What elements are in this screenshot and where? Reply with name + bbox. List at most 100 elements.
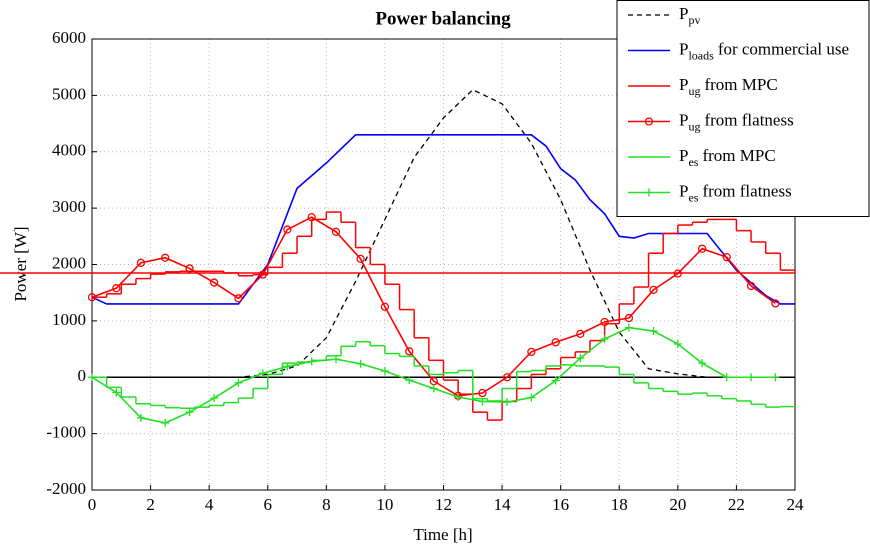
- marker: [551, 338, 560, 347]
- legend-subscript: ug: [688, 84, 700, 98]
- marker: [405, 376, 414, 385]
- y-tick-label: 6000: [52, 28, 86, 47]
- step-riser: [105, 341, 782, 409]
- marker: [771, 373, 780, 382]
- marker: [356, 254, 365, 264]
- legend-marker: [645, 188, 653, 197]
- marker: [576, 329, 585, 338]
- legend-subscript: es: [688, 155, 698, 169]
- y-tick-label: 4000: [52, 141, 86, 160]
- marker: [454, 392, 463, 401]
- y-tick-label: 5000: [52, 84, 86, 103]
- legend-label: Pug from flatness: [679, 110, 794, 133]
- marker: [673, 339, 682, 348]
- marker: [185, 264, 194, 273]
- legend-subscript: pv: [688, 13, 700, 27]
- series-line: [91, 326, 776, 424]
- marker: [649, 327, 658, 336]
- marker: [722, 373, 731, 382]
- legend-marker: [644, 117, 654, 126]
- marker: [771, 299, 780, 308]
- marker: [478, 397, 487, 406]
- marker: [478, 388, 487, 398]
- marker: [527, 393, 536, 402]
- marker: [136, 258, 146, 267]
- x-tick-label: 8: [322, 495, 331, 514]
- marker: [332, 355, 340, 364]
- x-tick-label: 10: [376, 495, 393, 514]
- legend-name: P: [679, 181, 688, 200]
- x-tick-label: 20: [669, 495, 686, 514]
- legend-name: P: [679, 75, 688, 94]
- marker: [527, 347, 536, 357]
- marker: [380, 367, 389, 376]
- marker: [600, 317, 609, 327]
- y-axis-label: Power [W]: [11, 226, 30, 301]
- legend-rest: from flatness: [704, 110, 793, 129]
- marker: [624, 313, 634, 323]
- marker: [503, 398, 512, 407]
- chart-title: Power balancing: [375, 8, 511, 29]
- marker: [210, 394, 219, 403]
- marker: [112, 284, 121, 293]
- marker: [87, 293, 97, 302]
- marker: [746, 281, 756, 291]
- legend-box: [616, 0, 870, 217]
- legend-name: P: [679, 110, 688, 129]
- legend-rest: from MPC: [702, 146, 775, 165]
- legend-name: P: [679, 146, 688, 165]
- x-tick-label: 0: [88, 495, 97, 514]
- marker: [649, 285, 658, 295]
- marker: [673, 269, 682, 278]
- y-tick-label: -1000: [46, 423, 86, 442]
- legend-name: P: [679, 4, 688, 23]
- x-tick-label: 2: [146, 495, 155, 514]
- x-tick-label: 14: [494, 495, 512, 514]
- x-tick-label: 22: [728, 495, 745, 514]
- marker: [331, 227, 341, 236]
- marker: [185, 408, 194, 417]
- legend-label: Pug from MPC: [679, 75, 778, 98]
- marker: [283, 362, 292, 371]
- marker: [136, 413, 145, 422]
- marker: [112, 388, 121, 397]
- legend-subscript: ug: [688, 119, 700, 133]
- marker: [307, 357, 316, 366]
- marker: [209, 278, 219, 287]
- x-axis-label: Time [h]: [413, 525, 472, 544]
- series-line: [91, 216, 776, 397]
- legend-label: Pes from MPC: [679, 146, 776, 169]
- legend-label: Pes from flatness: [679, 181, 792, 204]
- y-tick-label: 2000: [52, 253, 86, 272]
- legend-name: P: [679, 39, 688, 58]
- marker: [697, 244, 707, 253]
- marker: [600, 334, 609, 343]
- x-tick-label: 16: [552, 495, 569, 514]
- marker: [356, 359, 365, 368]
- step-riser: [105, 212, 796, 421]
- marker: [722, 253, 731, 262]
- marker: [405, 347, 414, 356]
- marker: [380, 302, 390, 311]
- legend-label: Ploads for commercial use: [679, 39, 849, 62]
- marker: [551, 376, 560, 385]
- marker: [624, 323, 633, 332]
- marker: [283, 225, 292, 234]
- marker: [234, 294, 243, 303]
- plot-frame: [91, 38, 796, 491]
- y-tick-label: -2000: [46, 479, 86, 498]
- legend-subscript: es: [688, 190, 698, 204]
- marker: [747, 373, 756, 382]
- x-tick-label: 18: [611, 495, 628, 514]
- marker: [258, 270, 267, 279]
- marker: [161, 418, 170, 427]
- marker: [161, 253, 170, 262]
- marker: [258, 369, 267, 378]
- x-tick-label: 4: [205, 495, 214, 514]
- x-tick-label: 12: [435, 495, 452, 514]
- marker: [234, 378, 243, 387]
- marker: [429, 384, 438, 393]
- y-tick-label: 0: [78, 366, 87, 385]
